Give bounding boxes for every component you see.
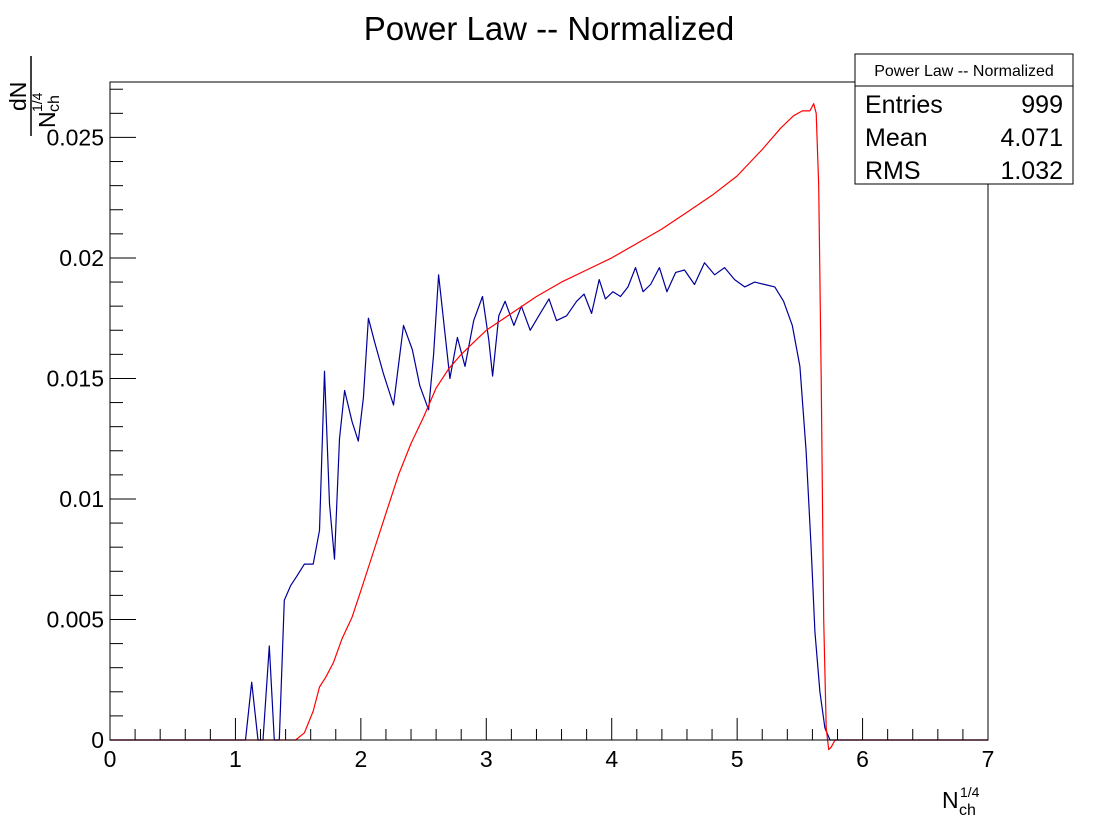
x-axis-label-sup: 1/4 (960, 784, 980, 800)
axis-ticks: 0 1 2 3 4 5 6 7 0 0.005 0.01 0.015 0.02 0.025 (46, 88, 995, 772)
series-layer (110, 103, 988, 751)
stats-rms-label: RMS (865, 157, 921, 185)
x-tick-label: 1 (229, 746, 242, 772)
x-tick-label: 4 (605, 746, 618, 772)
stats-entries-label: Entries (865, 91, 943, 119)
y-tick-label: 0 (91, 727, 104, 753)
x-tick-label: 6 (856, 746, 869, 772)
series-line-1 (110, 262, 988, 741)
y-axis-label-numerator: dN (5, 82, 31, 111)
stats-box-frame (854, 53, 1074, 185)
x-axis-label: N ch 1/4 (942, 784, 980, 819)
stats-box-title: Power Law -- Normalized (874, 63, 1054, 80)
y-axis-label: dN N ch 1/4 (5, 56, 63, 136)
x-tick-label: 7 (982, 746, 995, 772)
x-tick-label: 0 (104, 746, 117, 772)
x-axis-label-base: N (942, 787, 959, 813)
y-tick-label: 0.005 (46, 606, 104, 632)
y-tick-label: 0.02 (59, 245, 104, 271)
plot-frame (109, 81, 989, 741)
y-axis-label-denominator-sub: ch (46, 95, 63, 112)
y-tick-label: 0.015 (46, 365, 104, 391)
y-axis-label-denominator-sup: 1/4 (29, 92, 45, 112)
x-axis-label-sub: ch (959, 802, 976, 819)
x-tick-label: 3 (480, 746, 493, 772)
x-tick-label: 5 (731, 746, 744, 772)
stats-mean-label: Mean (865, 124, 928, 152)
x-tick-label: 2 (354, 746, 367, 772)
stats-entries-value: 999 (1021, 91, 1063, 119)
chart-title: Power Law -- Normalized (364, 10, 734, 47)
series-line-2 (110, 103, 988, 751)
y-tick-label: 0.01 (59, 486, 104, 512)
y-tick-label: 0.025 (46, 124, 104, 150)
y-axis-label-denominator: N (34, 111, 60, 128)
stats-box: Power Law -- Normalized Entries 999 Mean… (854, 53, 1074, 185)
stats-mean-value: 4.071 (1000, 124, 1063, 152)
stats-rms-value: 1.032 (1000, 157, 1063, 185)
